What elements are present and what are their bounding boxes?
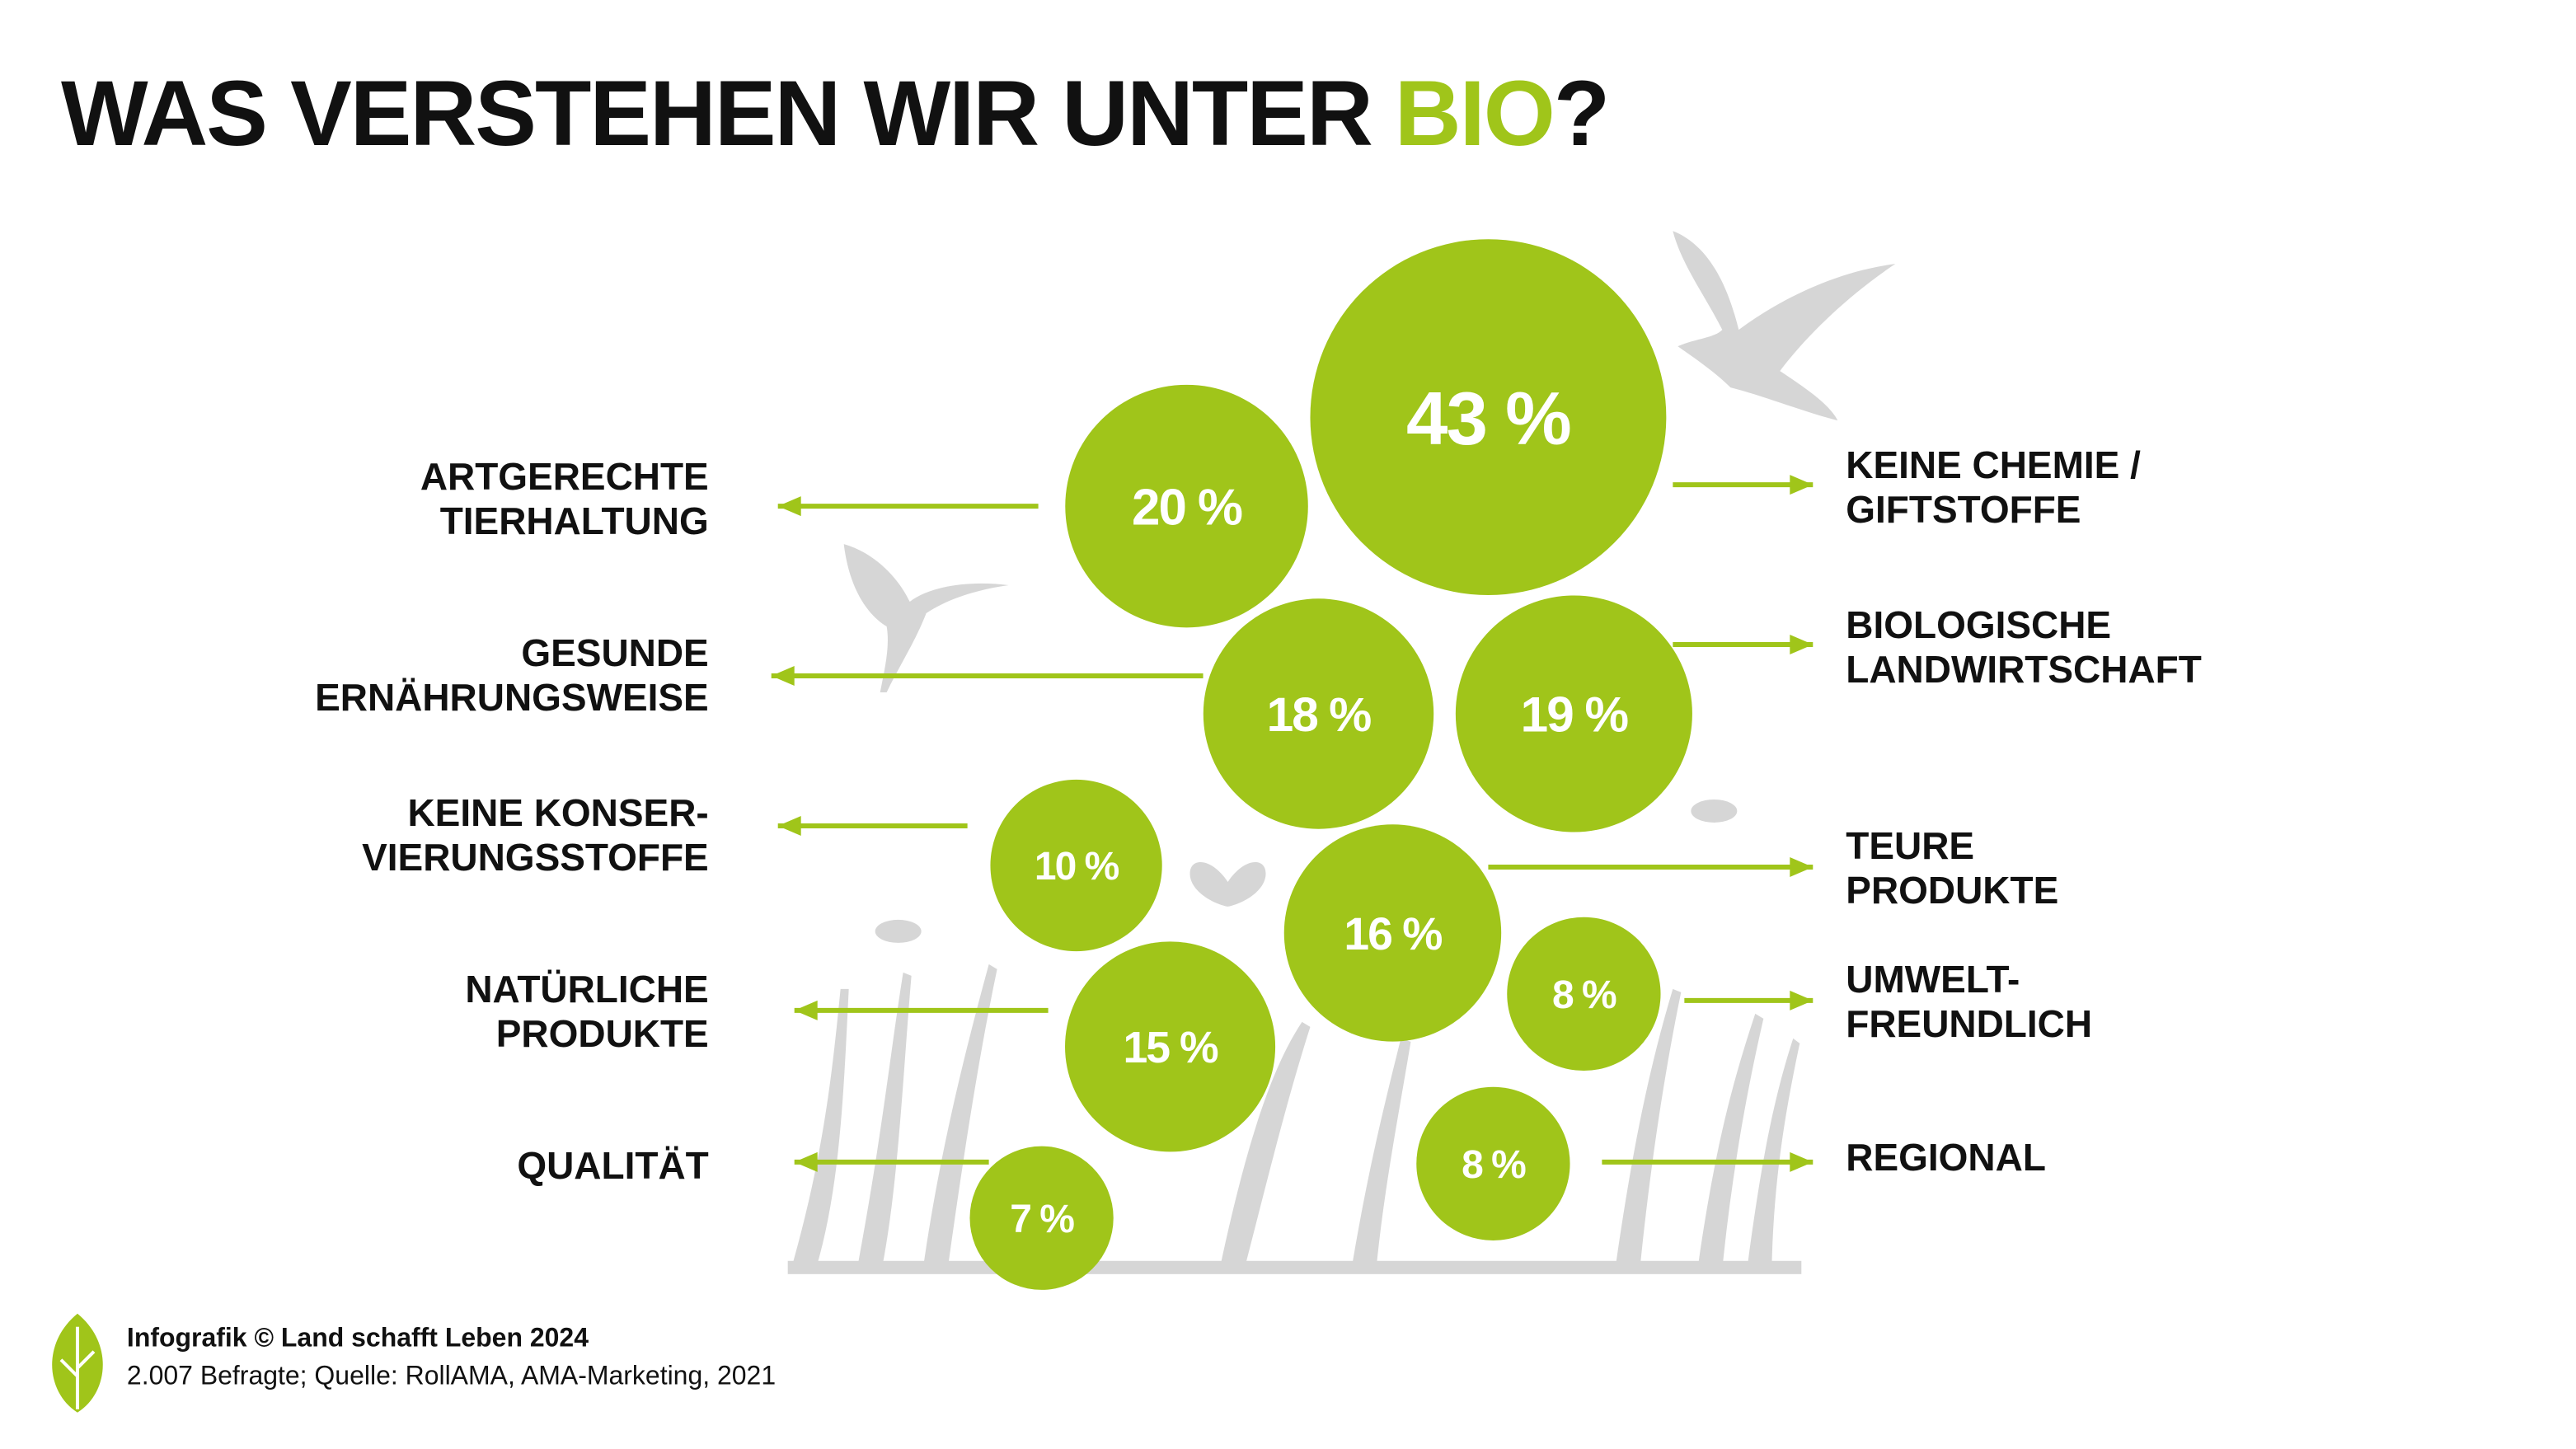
bee	[875, 919, 922, 943]
category-label: KEINE CHEMIE /	[1846, 443, 2141, 486]
category-label: LANDWIRTSCHAFT	[1846, 648, 2202, 691]
bubble	[1507, 917, 1661, 1072]
value-label: 8 %	[1462, 1143, 1526, 1187]
value-label: 43 %	[1406, 377, 1570, 461]
category-label: ERNÄHRUNGSWEISE	[315, 676, 709, 719]
value-label: 10 %	[1035, 845, 1119, 889]
category-label: REGIONAL	[1846, 1136, 2046, 1179]
bubble	[1310, 239, 1667, 596]
value-label: 8 %	[1552, 973, 1616, 1017]
bird	[1673, 231, 1896, 421]
hummingbird	[843, 544, 1009, 693]
bubble	[1065, 384, 1308, 628]
arrow-head	[794, 1151, 818, 1172]
value-label: 7 %	[1010, 1198, 1074, 1241]
arrow-head	[771, 666, 795, 687]
category-label: TIERHALTUNG	[440, 499, 709, 542]
category-label: PRODUKTE	[1846, 869, 2058, 912]
value-label: 18 %	[1267, 688, 1372, 742]
value-label: 19 %	[1521, 687, 1628, 743]
title-end: ?	[1554, 62, 1608, 165]
arrow-head	[1790, 856, 1814, 877]
bubble	[1455, 595, 1692, 832]
bee	[1691, 799, 1738, 823]
arrow-head	[777, 496, 801, 517]
bubble	[990, 779, 1162, 952]
butterfly	[1189, 862, 1266, 907]
arrow-head	[1790, 475, 1814, 495]
category-label: TEURE	[1846, 824, 1974, 867]
footer-source: 2.007 Befragte; Quelle: RollAMA, AMA-Mar…	[127, 1361, 776, 1390]
footer-credit: Infografik © Land schafft Leben 2024	[127, 1323, 589, 1353]
category-label: VIERUNGSSTOFFE	[362, 836, 709, 879]
arrow-head	[1790, 635, 1814, 655]
bubble	[1283, 824, 1502, 1042]
title-text: WAS VERSTEHEN WIR UNTER	[61, 62, 1372, 165]
bubble	[1065, 941, 1276, 1152]
category-label: BIOLOGISCHE	[1846, 603, 2111, 646]
bubble	[969, 1146, 1114, 1290]
category-label: ARTGERECHTE	[420, 455, 709, 498]
category-label: KEINE KONSER-	[407, 791, 708, 834]
bubble	[1203, 598, 1434, 829]
arrow-head	[777, 815, 801, 836]
category-label: QUALITÄT	[517, 1144, 708, 1187]
bubble	[1416, 1086, 1570, 1240]
category-label: UMWELT-	[1846, 958, 2020, 1001]
arrow-head	[1790, 1151, 1814, 1172]
arrow-head	[1790, 990, 1814, 1011]
value-label: 20 %	[1132, 479, 1242, 536]
title-highlight: BIO	[1395, 62, 1554, 165]
category-label: NATÜRLICHE	[465, 968, 708, 1011]
logo-vein	[59, 1326, 96, 1409]
category-label: GIFTSTOFFE	[1846, 488, 2081, 531]
arrow-head	[794, 1000, 818, 1020]
footer: Infografik © Land schafft Leben 2024 2.0…	[52, 1313, 776, 1413]
chart-title: WAS VERSTEHEN WIR UNTER BIO?	[61, 62, 1608, 165]
category-label: GESUNDE	[521, 631, 708, 674]
decoration	[787, 231, 1896, 1274]
category-label: FREUNDLICH	[1846, 1002, 2092, 1045]
category-label: PRODUKTE	[496, 1012, 709, 1055]
value-label: 16 %	[1344, 908, 1442, 959]
value-label: 15 %	[1124, 1024, 1218, 1072]
